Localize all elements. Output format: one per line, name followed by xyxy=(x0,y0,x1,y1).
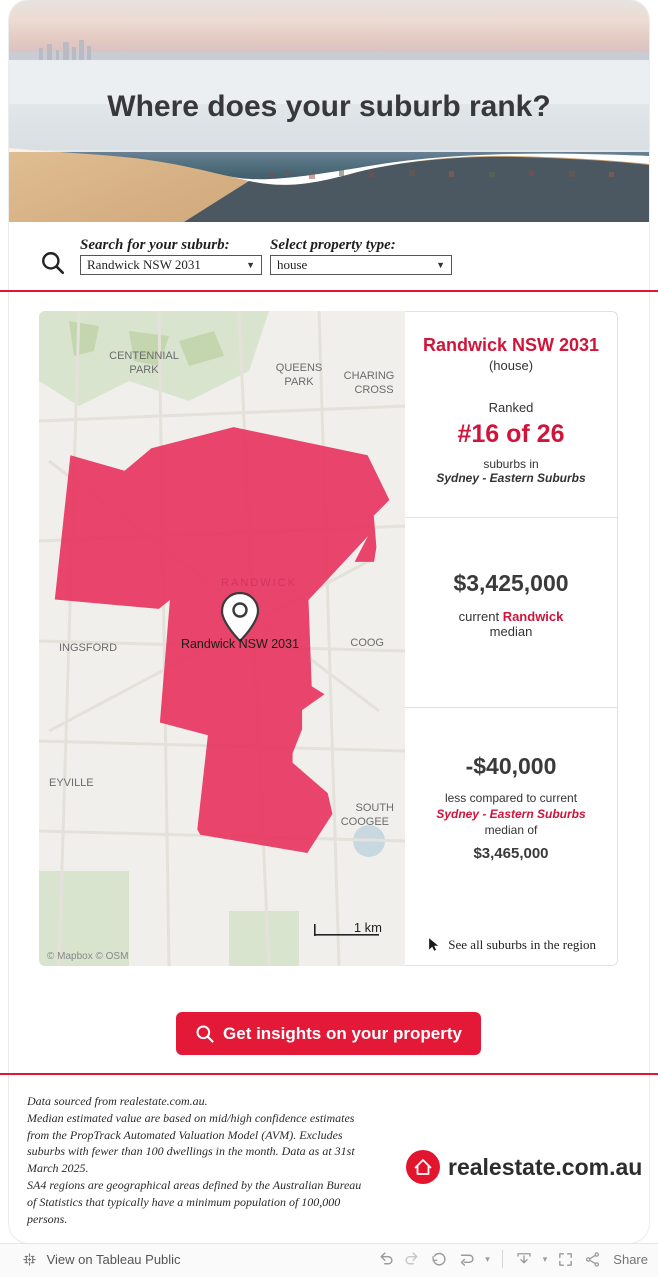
svg-text:COOGEE: COOGEE xyxy=(341,816,389,828)
svg-text:© Mapbox © OSM: © Mapbox © OSM xyxy=(47,951,128,962)
svg-text:CROSS: CROSS xyxy=(354,384,393,396)
svg-text:CENTENNIAL: CENTENNIAL xyxy=(109,350,179,362)
svg-text:1 km: 1 km xyxy=(354,920,382,935)
svg-text:Randwick NSW 2031: Randwick NSW 2031 xyxy=(181,637,299,651)
svg-text:INGSFORD: INGSFORD xyxy=(59,642,117,654)
svg-text:PARK: PARK xyxy=(129,364,159,376)
svg-text:SOUTH: SOUTH xyxy=(356,802,395,814)
svg-text:EYVILLE: EYVILLE xyxy=(49,777,94,789)
svg-text:COOG: COOG xyxy=(350,637,384,649)
svg-text:PARK: PARK xyxy=(284,376,314,388)
svg-text:RANDWICK: RANDWICK xyxy=(221,577,297,589)
svg-text:CHARING: CHARING xyxy=(344,370,395,382)
svg-text:QUEENS: QUEENS xyxy=(276,362,322,374)
